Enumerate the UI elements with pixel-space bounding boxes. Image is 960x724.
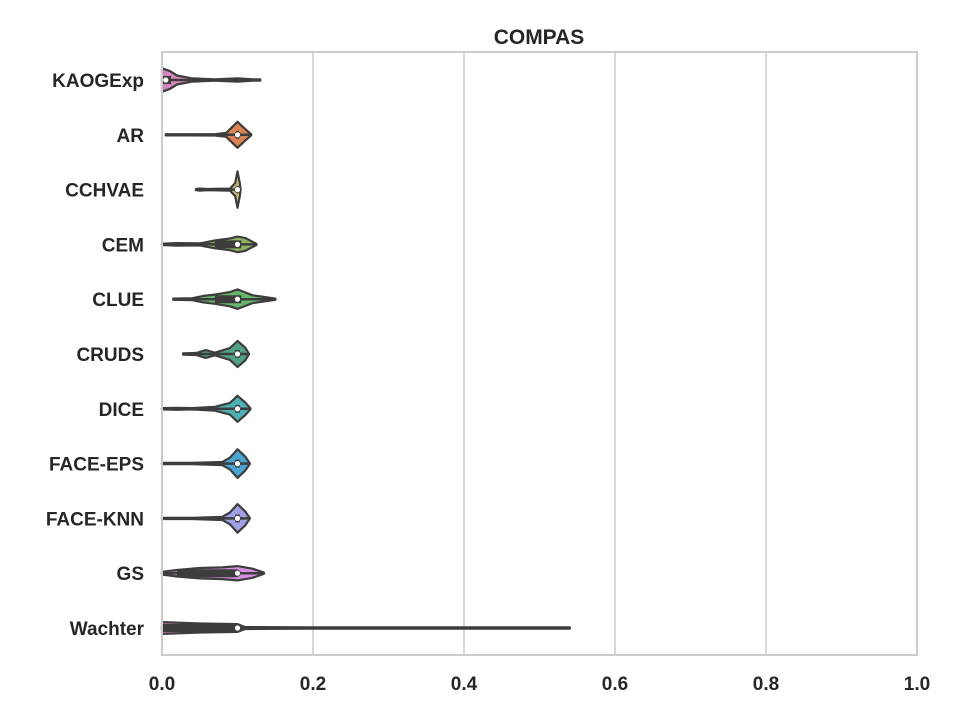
y-tick-label: CCHVAE (65, 181, 144, 202)
x-tick-label: 0.4 (451, 674, 478, 695)
y-tick-label: AR (117, 126, 145, 147)
x-tick-label: 0.6 (602, 674, 628, 695)
y-tick-label: CLUE (92, 290, 144, 311)
y-tick-label: FACE-EPS (49, 455, 144, 476)
violin-median-marker (162, 76, 170, 84)
violin-median-marker (234, 460, 241, 468)
violin-median-marker (234, 515, 241, 522)
x-axis-ticks: 0.0 0.2 0.4 0.6 0.8 1.0 (149, 674, 930, 695)
x-tick-label: 0.0 (149, 674, 175, 695)
plot-frame (161, 51, 918, 656)
violin-median-marker (234, 295, 241, 303)
x-tick-label: 0.2 (300, 674, 326, 695)
y-tick-label: KAOGExp (52, 71, 144, 92)
violin-median-marker (234, 131, 241, 139)
y-tick-label: FACE-KNN (46, 509, 144, 530)
violin-median-marker (234, 240, 241, 248)
y-tick-label: DICE (99, 400, 144, 421)
violin-median-marker (234, 186, 241, 194)
violin-median-marker (234, 350, 241, 358)
grid-layer (312, 52, 767, 655)
violin-median-marker (234, 405, 241, 413)
x-tick-label: 1.0 (904, 674, 930, 695)
y-tick-label: GS (117, 564, 144, 585)
y-tick-label: Wachter (70, 619, 145, 640)
violin-layer (160, 67, 571, 635)
y-axis-category-labels: KAOGExp AR CCHVAE CEM CLUE CRUDS DICE FACE-EPS F… (46, 71, 145, 640)
violin-median-marker (234, 569, 241, 577)
x-tick-label: 0.8 (753, 674, 779, 695)
chart-title: COMPAS (494, 26, 585, 49)
violin-median-marker (234, 624, 241, 632)
y-tick-label: CRUDS (76, 345, 144, 366)
y-tick-label: CEM (102, 235, 144, 256)
